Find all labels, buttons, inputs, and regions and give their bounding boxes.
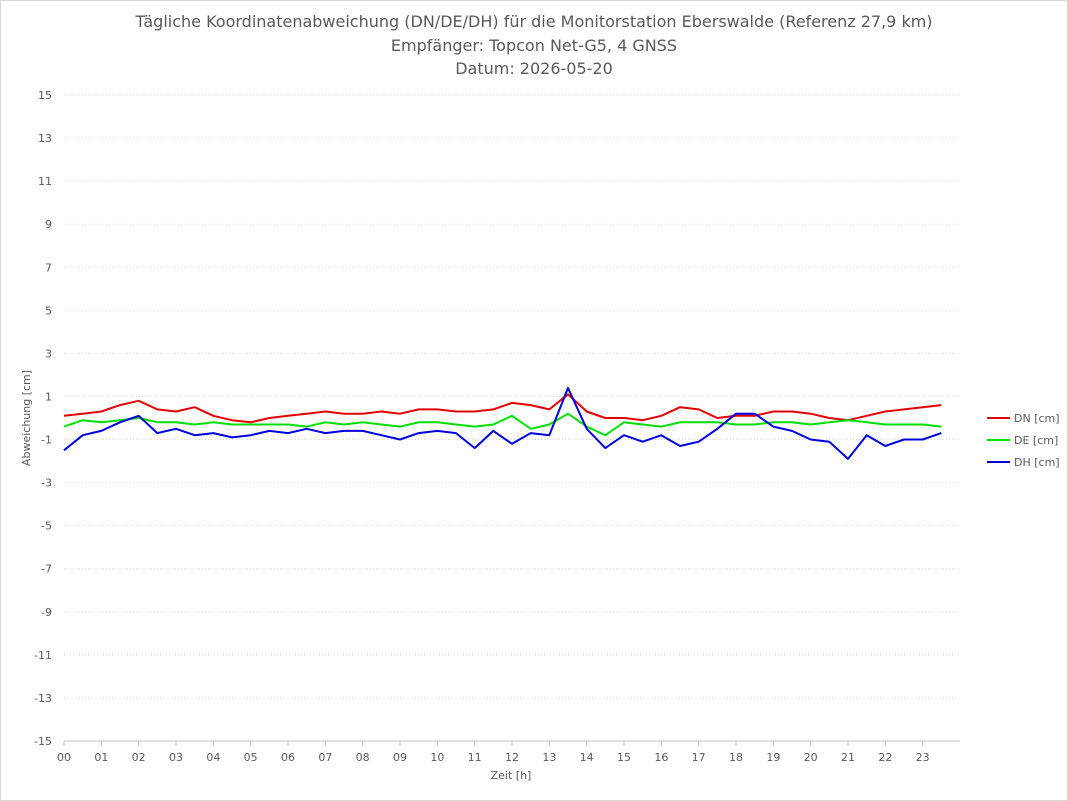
y-tick-label: -9 bbox=[41, 606, 52, 619]
y-tick-label: -7 bbox=[41, 563, 52, 576]
legend-label: DN [cm] bbox=[1014, 412, 1060, 425]
x-tick-label: 14 bbox=[580, 751, 594, 764]
series-lines bbox=[63, 386, 942, 460]
x-tick-label: 21 bbox=[841, 751, 855, 764]
x-tick-label: 10 bbox=[430, 751, 444, 764]
x-tick-label: 00 bbox=[57, 751, 71, 764]
y-tick-label: -3 bbox=[41, 477, 52, 490]
y-tick-label: 1 bbox=[45, 390, 52, 403]
x-tick-label: 06 bbox=[281, 751, 295, 764]
series-line-dh bbox=[63, 386, 942, 460]
y-tick-label: 15 bbox=[38, 89, 52, 102]
x-tick-label: 13 bbox=[542, 751, 556, 764]
x-tick-label: 03 bbox=[169, 751, 183, 764]
chart-subtitle-receiver: Empfänger: Topcon Net-G5, 4 GNSS bbox=[390, 36, 678, 55]
y-tick-label: 11 bbox=[38, 175, 52, 188]
x-tick-label: 22 bbox=[878, 751, 892, 764]
chart-title: Tägliche Koordinatenabweichung (DN/DE/DH… bbox=[135, 12, 933, 31]
x-axis-title: Zeit [h] bbox=[491, 769, 532, 782]
x-tick-label: 02 bbox=[132, 751, 146, 764]
x-tick-label: 05 bbox=[244, 751, 258, 764]
chart-subtitle-date: Datum: 2026-05-20 bbox=[455, 59, 613, 78]
x-tick-label: 12 bbox=[505, 751, 519, 764]
y-tick-label: -13 bbox=[34, 692, 52, 705]
x-tick-label: 11 bbox=[468, 751, 482, 764]
x-tick-label: 15 bbox=[617, 751, 631, 764]
legend-label: DH [cm] bbox=[1014, 456, 1060, 469]
x-tick-label: 20 bbox=[804, 751, 818, 764]
y-tick-label: -1 bbox=[41, 434, 52, 447]
legend: DN [cm] DE [cm] DH [cm] bbox=[987, 412, 1060, 469]
y-axis-title: Abweichung [cm] bbox=[20, 370, 33, 466]
y-tick-label: -5 bbox=[41, 520, 52, 533]
x-tick-label: 08 bbox=[356, 751, 370, 764]
y-tick-label: 5 bbox=[45, 304, 52, 317]
legend-label: DE [cm] bbox=[1014, 434, 1058, 447]
x-tick-label: 09 bbox=[393, 751, 407, 764]
x-tick-label: 04 bbox=[206, 751, 220, 764]
x-tick-label: 07 bbox=[318, 751, 332, 764]
x-tick-label: 01 bbox=[94, 751, 108, 764]
y-tick-label: -11 bbox=[34, 649, 52, 662]
y-tick-label: -15 bbox=[34, 735, 52, 748]
series-line-de bbox=[63, 412, 942, 437]
y-tick-label: 9 bbox=[45, 218, 52, 231]
y-tick-label: 3 bbox=[45, 347, 52, 360]
series-line-dn bbox=[63, 393, 942, 424]
y-tick-label: 7 bbox=[45, 261, 52, 274]
x-tick-label: 18 bbox=[729, 751, 743, 764]
x-tick-label: 23 bbox=[916, 751, 930, 764]
x-tick-label: 16 bbox=[654, 751, 668, 764]
x-tick-label: 19 bbox=[766, 751, 780, 764]
x-tick-label: 17 bbox=[692, 751, 706, 764]
gridlines bbox=[64, 94, 960, 742]
y-tick-label: 13 bbox=[38, 132, 52, 145]
axes: 15 13 11 9 7 5 3 1 -1 -3 -5 -7 -9 -11 -13 -15 00 01 02 03 04… bbox=[34, 89, 960, 764]
